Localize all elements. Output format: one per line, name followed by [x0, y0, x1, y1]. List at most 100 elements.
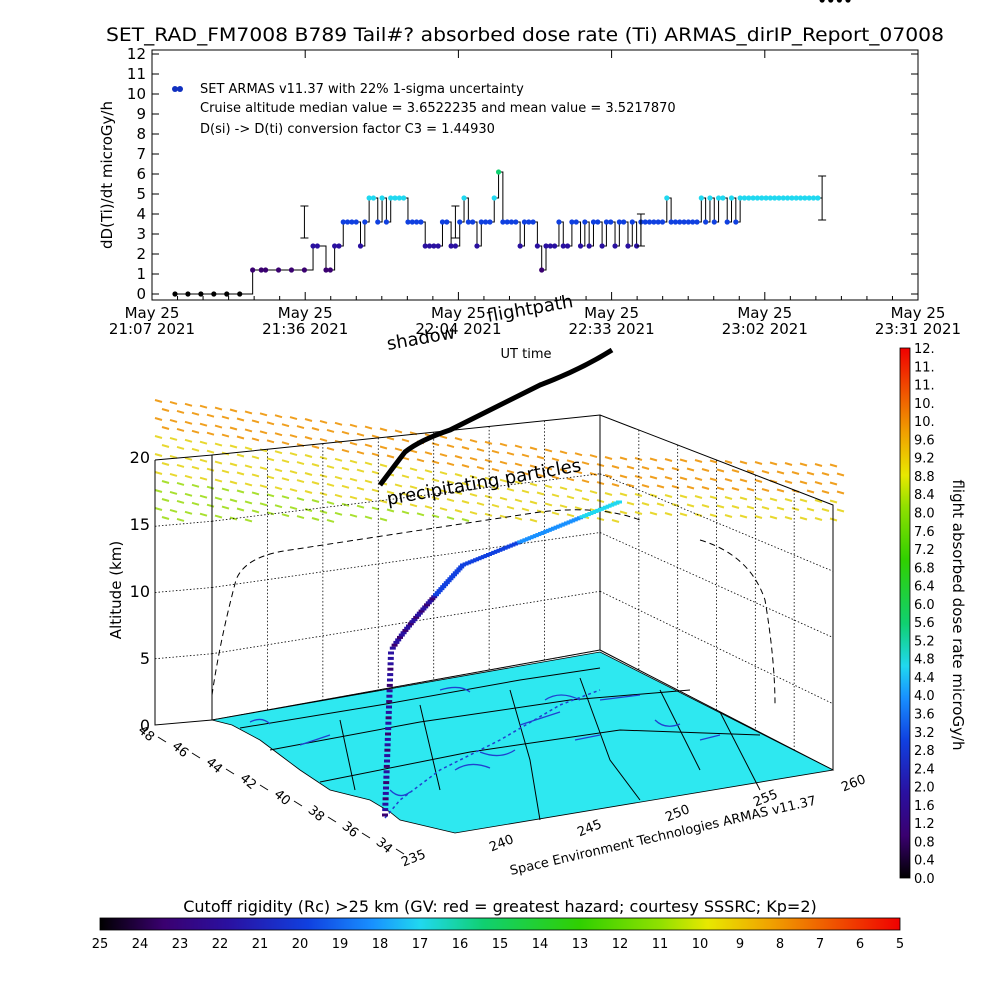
particle-mark — [829, 463, 838, 468]
particle-mark — [754, 497, 763, 501]
particle-mark — [469, 438, 478, 443]
rigidity-tick-label: 21 — [252, 937, 269, 952]
particle-mark — [476, 465, 485, 470]
rigidity-tick-label: 15 — [492, 937, 509, 952]
particle-mark — [304, 472, 313, 476]
particle-mark — [289, 488, 298, 493]
particle-mark — [349, 513, 358, 518]
particle-mark — [169, 508, 178, 513]
particle-mark — [349, 423, 358, 428]
particle-mark — [514, 498, 523, 503]
particle-mark — [566, 495, 575, 500]
particle-mark — [761, 470, 770, 474]
flight-point — [411, 617, 418, 621]
dose-point — [431, 243, 437, 249]
flight-point — [425, 601, 432, 605]
dose-point — [590, 219, 597, 225]
particle-mark — [259, 466, 268, 471]
altitude-axis-label: Altitude (km) — [107, 541, 125, 639]
dose-point — [646, 219, 653, 225]
flight-point — [429, 597, 436, 601]
particle-mark — [334, 457, 343, 462]
particle-mark — [206, 503, 215, 508]
dose-point — [379, 195, 385, 201]
rigidity-tick-label: 14 — [532, 937, 549, 952]
dose-point — [444, 219, 450, 225]
flight-point — [458, 565, 465, 569]
flight-point — [413, 615, 420, 619]
flight-point — [454, 569, 461, 573]
longitude-tick-label: 260 — [839, 772, 868, 795]
rigidity-tick-label: 17 — [412, 937, 429, 952]
y-tick-label: 8 — [136, 125, 146, 143]
y-tick-label: 3 — [136, 225, 146, 243]
particle-mark — [829, 499, 838, 504]
dose-point — [517, 243, 523, 249]
particle-mark — [506, 505, 515, 510]
altitude-tick-label: 5 — [140, 649, 150, 668]
particle-mark — [656, 484, 665, 489]
dose-point — [362, 219, 368, 225]
particle-mark — [191, 447, 200, 452]
particle-mark — [409, 485, 418, 490]
colorbar-tick-label: 9.6 — [914, 433, 935, 448]
particle-mark — [364, 425, 373, 430]
particle-mark — [476, 483, 485, 488]
particle-mark — [701, 504, 710, 508]
particle-mark — [529, 518, 538, 523]
latitude-tick-label: 40 — [271, 787, 293, 809]
flight-point — [451, 573, 457, 577]
particle-mark — [791, 507, 800, 511]
longitude-tick-label: 245 — [575, 817, 604, 840]
figure-title: SET_RAD_FM7008 B789 Tail#? absorbed dose… — [106, 24, 944, 46]
particle-mark — [424, 487, 433, 492]
longitude-tick-label: 240 — [487, 832, 516, 855]
flight-point — [449, 575, 456, 579]
colorbar-tick-label: 0.4 — [914, 854, 935, 869]
flight-point — [445, 579, 452, 583]
dose-point — [474, 243, 480, 249]
particle-mark — [784, 462, 793, 466]
dose-point — [586, 243, 592, 249]
flight-point — [382, 791, 389, 795]
particle-mark — [424, 505, 433, 510]
x-tick-time: 22:04 2021 — [415, 320, 501, 338]
colorbar-tick-label: 11. — [914, 379, 935, 394]
particle-mark — [484, 476, 493, 481]
dose-point — [750, 195, 756, 201]
x-tick-date: May 25 — [584, 304, 639, 322]
dose-point — [491, 195, 497, 201]
particle-mark — [784, 498, 793, 502]
particle-mark — [439, 507, 448, 512]
particle-mark — [574, 488, 583, 493]
particle-mark — [664, 494, 673, 498]
colorbar-tick-label: 1.6 — [914, 799, 935, 814]
dose-point — [275, 267, 282, 273]
particle-mark — [521, 453, 530, 458]
particle-mark — [791, 471, 800, 475]
particle-mark — [814, 499, 823, 503]
colorbar-tick-label: 4.8 — [914, 653, 935, 668]
particle-mark — [664, 512, 673, 516]
flight-point — [404, 626, 411, 630]
flight-point — [386, 700, 393, 704]
x-tick-date: May 25 — [125, 304, 180, 322]
state-border — [419, 704, 441, 791]
dose-point — [690, 219, 696, 225]
particle-mark — [746, 505, 755, 510]
particle-mark — [199, 458, 208, 463]
particle-mark — [589, 454, 598, 459]
colorbar-tick-label: 0.0 — [914, 872, 935, 887]
dose-point — [237, 291, 243, 297]
particle-mark — [326, 482, 335, 487]
colorbar-labels: 0.0 0.4 0.8 1.2 1.6 2.0 2.4 2.8 3.2 3.6 4.0 4.4 4.8 5… — [914, 342, 935, 887]
particle-mark — [371, 452, 380, 457]
particle-mark — [229, 444, 238, 449]
flight-point — [383, 770, 390, 774]
latitude-tick-label: 34 — [373, 835, 395, 857]
flight-point — [407, 622, 414, 626]
particle-mark — [251, 419, 260, 424]
dose-point — [314, 243, 320, 249]
dose-point — [668, 219, 674, 225]
latitude-tick-label: 42 — [237, 771, 259, 793]
